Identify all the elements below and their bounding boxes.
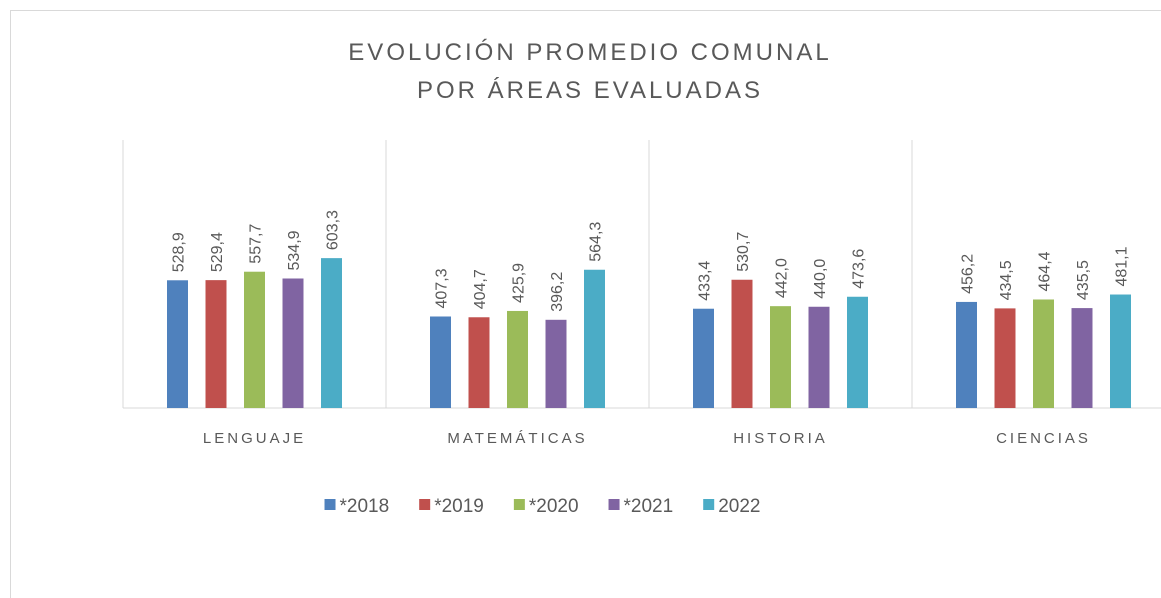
data-label: 396,2 xyxy=(549,272,566,312)
bar xyxy=(994,308,1016,408)
legend-label: 2022 xyxy=(718,496,760,517)
legend-label: *2020 xyxy=(529,496,579,517)
bar xyxy=(1071,308,1093,408)
bar xyxy=(1033,299,1054,408)
data-label: 473,6 xyxy=(851,249,868,289)
bar xyxy=(321,258,342,408)
legend-swatch xyxy=(419,499,431,510)
bar xyxy=(430,316,451,408)
bar xyxy=(956,301,977,408)
data-label: 434,5 xyxy=(998,260,1015,300)
legend-swatch xyxy=(703,499,715,510)
x-tick-label: CIENCIAS xyxy=(996,430,1091,447)
legend-swatch xyxy=(608,499,620,510)
data-label: 442,0 xyxy=(774,258,791,298)
data-label: 433,4 xyxy=(697,261,714,301)
legend-swatch xyxy=(324,499,336,510)
data-label: 440,0 xyxy=(812,259,829,299)
data-label: 528,9 xyxy=(171,232,188,272)
data-label: 425,9 xyxy=(511,263,528,303)
data-label: 530,7 xyxy=(735,232,752,272)
bar xyxy=(282,278,304,408)
chart-title: EVOLUCIÓN PROMEDIO COMUNAL xyxy=(348,39,831,66)
bar xyxy=(468,317,490,408)
data-label: 564,3 xyxy=(588,222,605,262)
bar xyxy=(1110,294,1131,408)
bar xyxy=(244,271,265,408)
data-label: 557,7 xyxy=(248,224,265,264)
x-tick-label: LENGUAJE xyxy=(203,430,306,447)
chart-border xyxy=(10,10,1161,598)
bar xyxy=(770,306,791,408)
bar xyxy=(693,308,714,408)
bar xyxy=(847,296,868,408)
bar xyxy=(731,279,753,408)
bar xyxy=(545,319,567,408)
legend-label: *2021 xyxy=(624,496,674,517)
legend-label: *2018 xyxy=(340,496,390,517)
data-label: 534,9 xyxy=(286,230,303,270)
data-label: 435,5 xyxy=(1075,260,1092,300)
data-label: 456,2 xyxy=(960,254,977,294)
bar xyxy=(584,269,605,408)
data-label: 481,1 xyxy=(1114,246,1131,286)
data-label: 407,3 xyxy=(434,268,451,308)
bar xyxy=(167,280,188,408)
legend-label: *2019 xyxy=(434,496,484,517)
x-tick-label: HISTORIA xyxy=(733,430,828,447)
data-label: 603,3 xyxy=(325,210,342,250)
bar xyxy=(507,310,528,408)
data-label: 404,7 xyxy=(472,269,489,309)
bar xyxy=(808,306,830,408)
data-label: 529,4 xyxy=(209,232,226,272)
x-tick-label: MATEMÁTICAS xyxy=(447,430,587,447)
chart-title: POR ÁREAS EVALUADAS xyxy=(417,77,763,104)
legend-swatch xyxy=(513,499,525,510)
bar xyxy=(205,280,227,408)
data-label: 464,4 xyxy=(1037,251,1054,291)
